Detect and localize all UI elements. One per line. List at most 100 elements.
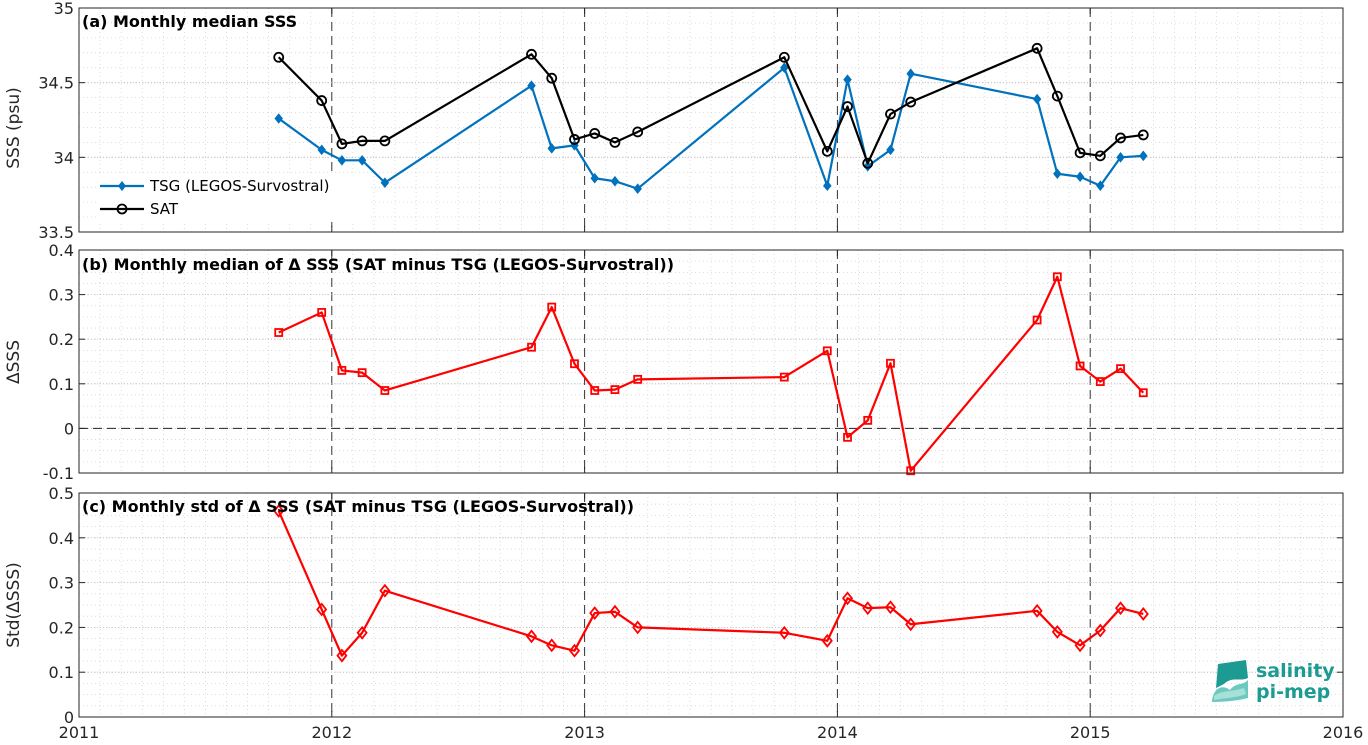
data-point-diamond [316,602,328,617]
data-point-square [1095,377,1105,386]
y-tick-label: -0.1 [43,464,74,483]
data-point-square [779,372,789,382]
data-point-square [886,358,895,368]
data-point-circle [905,96,917,108]
panel-b-title: (b) Monthly median of Δ SSS (SAT minus T… [82,255,674,274]
data-point-circle [379,135,391,147]
salinity-pi-mep-logo: salinity pi-mep [1212,660,1335,703]
data-point-diamond [547,143,556,154]
data-point-circle [1115,132,1126,144]
panel-a-title: (a) Monthly median SSS [82,12,297,31]
data-point-diamond [905,617,917,632]
data-point-square [380,386,390,395]
data-point-circle [609,136,621,148]
data-point-circle [569,134,580,145]
data-point-diamond [1051,624,1063,639]
legend-entry-tsg: TSG (LEGOS-Survostral) [149,177,329,195]
data-point-diamond [273,503,285,518]
panel-c-ylabel: Std(ΔSSS) [4,562,24,648]
y-tick-label: 0.2 [49,330,74,349]
data-point-diamond [356,625,368,640]
data-point-square [1075,361,1085,371]
logo-text-salinity: salinity [1256,660,1335,682]
data-point-diamond [821,633,833,648]
data-point-circle [778,51,790,63]
legend-circle-marker [116,203,128,215]
data-point-circle [1137,129,1149,141]
axes-box [78,249,1344,474]
panel-c-title: (c) Monthly std of Δ SSS (SAT minus TSG … [82,497,634,516]
y-tick-label: 0.5 [49,484,74,503]
series-line [277,47,1144,165]
data-point-diamond [525,629,538,644]
data-point-diamond [1137,607,1149,621]
logo-text-pi-mep: pi-mep [1256,681,1330,703]
legend-entry-sat: SAT [150,200,179,218]
data-point-diamond [1053,168,1062,180]
y-tick-label: 0.3 [49,574,74,593]
data-point-square [610,385,620,394]
data-point-diamond [357,155,367,166]
data-point-square [317,308,327,317]
data-point-circle [316,95,328,106]
data-point-circle [1051,90,1063,102]
data-point-circle [273,51,285,63]
y-tick-label: 0.4 [49,241,74,260]
axes-box [78,7,1344,233]
data-point-circle [885,108,896,120]
data-point-diamond [337,155,347,166]
data-point-circle [821,145,833,157]
data-point-square [863,415,873,425]
y-tick-label: 0 [64,419,74,438]
data-point-square [906,466,916,476]
data-point-square [357,368,367,378]
data-point-circle [632,126,644,138]
panel-b-ylabel: ΔSSS [4,340,24,384]
data-point-diamond [380,177,390,189]
data-point-circle [336,138,348,150]
data-point-square [590,386,600,395]
y-tick-label: 33.5 [38,223,74,242]
series-line [277,510,1144,657]
data-point-diamond [336,648,348,663]
x-tick-label: 2016 [1323,723,1364,742]
legend-diamond-marker [118,181,126,191]
data-point-diamond [568,643,581,658]
data-point-square [633,374,643,384]
y-tick-label: 0.3 [49,286,74,305]
data-point-diamond [632,620,644,635]
y-tick-label: 0.1 [49,375,74,394]
data-point-square [527,342,536,352]
data-point-diamond [778,625,790,640]
data-point-diamond [610,175,620,187]
y-tick-label: 0.4 [49,529,74,548]
y-tick-label: 34.5 [38,74,74,93]
data-point-square [570,359,579,369]
y-tick-label: 34 [54,148,74,167]
data-point-diamond [1114,601,1127,616]
y-tick-label: 0.1 [49,663,74,682]
data-point-circle [842,101,853,112]
data-point-circle [1074,147,1086,159]
axes-box [78,492,1344,718]
data-point-square [274,328,284,337]
panel-c: 0 0.1 0.2 0.3 0.4 0.5 2011 2012 2013 2014 2015 2016 [49,484,1364,742]
data-point-diamond [843,74,852,85]
data-point-circle [356,135,368,147]
data-point-diamond [1116,152,1125,163]
data-point-diamond [590,172,599,184]
data-point-diamond [906,68,915,80]
data-point-circle [862,157,874,169]
data-point-circle [526,48,537,60]
data-point-square [1116,364,1125,374]
data-point-circle [1031,42,1043,54]
x-tick-label: 2014 [817,723,858,742]
x-tick-label: 2015 [1070,723,1111,742]
data-point-diamond [633,183,642,194]
panel-b: -0.1 0 0.1 0.2 0.3 0.4 [43,241,1344,483]
data-point-square [822,346,832,356]
x-tick-label: 2013 [564,723,605,742]
data-point-square [843,432,852,442]
data-point-diamond [274,113,283,124]
